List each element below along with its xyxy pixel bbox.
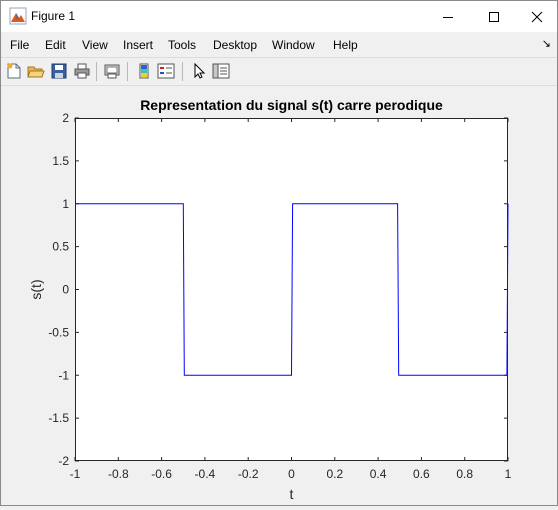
print-icon[interactable] xyxy=(73,62,91,80)
y-tick-label: 1.5 xyxy=(52,154,69,168)
y-tick-label: -2 xyxy=(58,454,69,468)
toolbar-separator xyxy=(182,62,183,81)
menu-desktop[interactable]: Desktop xyxy=(213,38,258,52)
x-tick-label: -0.6 xyxy=(151,467,172,481)
matlab-figure-icon xyxy=(9,7,27,25)
menu-insert[interactable]: Insert xyxy=(123,38,154,52)
maximize-icon xyxy=(489,11,499,22)
figure-toolbar xyxy=(1,57,557,86)
y-tick-label: 1 xyxy=(62,197,69,211)
x-tick-label: -0.4 xyxy=(195,467,216,481)
menu-window[interactable]: Window xyxy=(272,38,315,52)
x-tick-label: 0.2 xyxy=(326,467,343,481)
y-tick-label: 0.5 xyxy=(52,240,69,254)
window-title: Figure 1 xyxy=(31,9,76,23)
open-file-icon[interactable] xyxy=(27,62,45,80)
menu-tools[interactable]: Tools xyxy=(168,38,197,52)
chart-title: Representation du signal s(t) carre pero… xyxy=(140,97,443,113)
save-icon[interactable] xyxy=(50,62,68,80)
x-tick-label: 0.6 xyxy=(413,467,430,481)
axes-box xyxy=(75,118,508,461)
new-figure-icon[interactable] xyxy=(5,62,23,80)
y-tick-label: -1.5 xyxy=(48,411,69,425)
close-button[interactable] xyxy=(517,1,557,32)
menu-bar: File Edit View Insert Tools Desktop Wind… xyxy=(1,34,557,56)
x-tick-label: -0.8 xyxy=(108,467,129,481)
y-tick-label: 2 xyxy=(62,111,69,125)
insert-colorbar-icon[interactable] xyxy=(135,62,153,80)
axis-ticks: -1 -0.8 -0.6 -0.4 -0.2 0 0.2 0.4 0.6 0.8 1 2 1.5 1 0.5… xyxy=(48,111,511,481)
x-tick-label: 0 xyxy=(288,467,295,481)
menu-view[interactable]: View xyxy=(82,38,108,52)
y-axis-label: s(t) xyxy=(28,279,44,299)
maximize-button[interactable] xyxy=(471,1,517,32)
x-tick-label: 1 xyxy=(505,467,512,481)
print-preview-icon[interactable] xyxy=(103,62,121,80)
close-icon xyxy=(531,11,543,22)
toolbar-separator xyxy=(96,62,97,81)
y-tick-label: 0 xyxy=(62,283,69,297)
title-bar[interactable]: Figure 1 xyxy=(1,1,557,32)
figure-canvas[interactable]: -1 -0.8 -0.6 -0.4 -0.2 0 0.2 0.4 0.6 0.8 1 2 1.5 1 0.5… xyxy=(1,86,557,505)
axes-background[interactable] xyxy=(75,118,508,461)
x-tick-label: 0.4 xyxy=(370,467,387,481)
menu-dock-arrow-icon[interactable]: ↘ xyxy=(541,38,551,50)
signal-line xyxy=(75,203,509,376)
minimize-icon xyxy=(443,16,453,18)
menu-file[interactable]: File xyxy=(10,38,30,52)
property-editor-icon[interactable] xyxy=(212,62,230,80)
y-tick-label: -0.5 xyxy=(48,325,69,339)
minimize-button[interactable] xyxy=(425,1,471,32)
pointer-icon[interactable] xyxy=(190,62,208,80)
x-tick-label: 0.8 xyxy=(456,467,473,481)
menu-edit[interactable]: Edit xyxy=(45,38,66,52)
insert-legend-icon[interactable] xyxy=(157,62,175,80)
menu-help[interactable]: Help xyxy=(333,38,358,52)
plot-svg: -1 -0.8 -0.6 -0.4 -0.2 0 0.2 0.4 0.6 0.8 1 2 1.5 1 0.5… xyxy=(28,97,512,502)
x-tick-label: -0.2 xyxy=(238,467,259,481)
x-axis-label: t xyxy=(290,486,294,502)
y-tick-label: -1 xyxy=(58,368,69,382)
toolbar-separator xyxy=(127,62,128,81)
x-tick-label: -1 xyxy=(70,467,81,481)
